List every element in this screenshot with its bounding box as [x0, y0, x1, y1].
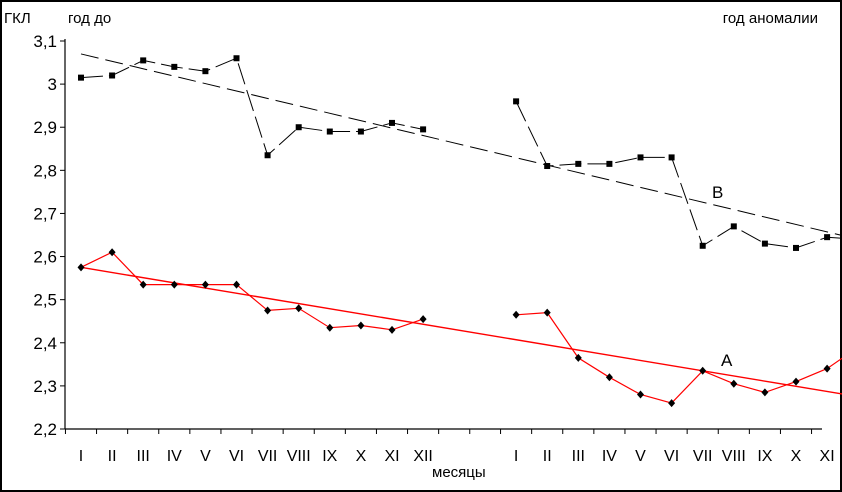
- x-tick-label-anomaly-year: X: [791, 448, 802, 465]
- series-a-point: [761, 388, 769, 397]
- series-a-point: [77, 263, 85, 272]
- series-a-point: [512, 310, 520, 319]
- series-a-point: [419, 315, 427, 324]
- series-b-point: [357, 128, 364, 135]
- series-label-a: A: [721, 351, 733, 370]
- x-tick-label-year-before: XII: [413, 448, 433, 465]
- series-a-point: [326, 323, 334, 332]
- series-b-point: [202, 68, 209, 75]
- series-a-point: [170, 280, 178, 289]
- y-tick-label: 2,4: [33, 334, 57, 353]
- x-tick-label-year-before: VII: [258, 448, 278, 465]
- series-a-point: [108, 248, 116, 257]
- series-b-point: [389, 119, 395, 126]
- series-b-point: [761, 240, 768, 247]
- x-tick-label-anomaly-year: VII: [693, 448, 713, 465]
- y-tick-label: 2,7: [33, 204, 57, 223]
- x-tick-label-year-before: IV: [167, 448, 182, 465]
- series-a-point: [543, 308, 551, 317]
- series-b-point: [637, 154, 644, 161]
- y-tick-label: 3,1: [33, 32, 57, 51]
- x-axis-label: месяцы: [432, 464, 486, 481]
- x-tick-label-anomaly-year: VIII: [722, 448, 746, 465]
- series-a-point: [792, 377, 800, 386]
- series-b-point: [171, 63, 178, 70]
- series-a-point: [388, 325, 396, 334]
- series-b-point: [793, 244, 799, 251]
- series-b-point: [544, 163, 551, 170]
- x-tick-label-anomaly-year: IX: [757, 448, 772, 465]
- series-b-point: [140, 57, 147, 64]
- series-a-line-year-before: [80, 251, 424, 331]
- series-markers: [77, 55, 831, 408]
- series-b-point: [513, 98, 520, 105]
- series-b-point: [668, 154, 675, 161]
- period-label-anomaly-year: год аномалии: [723, 10, 818, 27]
- series-b-point: [420, 126, 427, 133]
- x-tick-label-year-before: X: [356, 448, 367, 465]
- x-tick-label-anomaly-year: II: [543, 448, 552, 465]
- x-tick-label-year-before: V: [200, 448, 211, 465]
- y-tick-label: 2,9: [33, 118, 57, 137]
- series-a-point: [233, 280, 240, 289]
- series-b-line-year-before: [80, 57, 424, 157]
- period-label-year-before: год до: [68, 10, 111, 27]
- x-tick-label-anomaly-year: IV: [602, 448, 617, 465]
- series-b-point: [824, 234, 831, 241]
- series-a-point: [699, 366, 707, 375]
- y-tick-label: 2,8: [33, 161, 57, 180]
- series-b-point: [109, 72, 116, 79]
- series-a-point: [139, 280, 147, 289]
- x-tick-label-anomaly-year: XI: [820, 448, 835, 465]
- series-b-line-anomaly-year: [515, 101, 842, 249]
- series-a-point: [357, 321, 365, 330]
- y-tick-label: 3: [48, 75, 57, 94]
- axes: [60, 39, 822, 434]
- trend-line-a: [80, 266, 842, 395]
- series-b-point: [730, 223, 737, 230]
- x-tick-label-year-before: I: [79, 448, 83, 465]
- series-b-point: [295, 124, 302, 131]
- x-tick-label-year-before: IX: [322, 448, 337, 465]
- series-b-point: [326, 128, 333, 135]
- trend-lines: [80, 53, 842, 395]
- x-tick-label-anomaly-year: V: [635, 448, 646, 465]
- series-lines: [80, 57, 842, 404]
- series-b-point: [78, 74, 84, 81]
- series-a-point: [201, 280, 209, 289]
- x-tick-label-year-before: VI: [229, 448, 244, 465]
- series-label-b: B: [712, 183, 723, 202]
- x-tick-label-year-before: II: [108, 448, 117, 465]
- series-a-point: [668, 399, 676, 408]
- series-a-point: [637, 390, 644, 399]
- series-a-point: [295, 304, 303, 313]
- series-a-point: [574, 353, 582, 362]
- x-tick-label-year-before: XI: [384, 448, 399, 465]
- chart-labels: ГКЛ год до год аномалии месяцы B A: [4, 10, 818, 481]
- y-tick-label: 2,2: [33, 420, 57, 439]
- x-tick-label-anomaly-year: III: [572, 448, 585, 465]
- series-b-point: [606, 160, 613, 167]
- trend-line-b: [80, 53, 842, 236]
- series-b-point: [575, 160, 582, 167]
- x-tick-label-anomaly-year: VI: [664, 448, 679, 465]
- y-tick-label: 2,3: [33, 377, 57, 396]
- series-b-point: [264, 152, 271, 159]
- y-tick-label: 2,6: [33, 248, 57, 267]
- x-tick-label-year-before: VIII: [287, 448, 311, 465]
- series-a-point: [823, 364, 831, 373]
- series-a-point: [605, 373, 613, 382]
- x-tick-label-year-before: III: [137, 448, 150, 465]
- series-a-point: [264, 306, 272, 315]
- series-a-line-anomaly-year: [516, 311, 842, 404]
- x-tick-label-anomaly-year: I: [514, 448, 518, 465]
- y-tick-label: 2,5: [33, 291, 57, 310]
- series-b-point: [233, 55, 240, 62]
- series-a-point: [730, 379, 738, 388]
- y-tick-labels: 2,2 2,3 2,4 2,5 2,6 2,7 2,8 2,9 3 3,1: [33, 32, 57, 439]
- y-axis-label: ГКЛ: [4, 10, 31, 27]
- series-b-point: [699, 242, 706, 249]
